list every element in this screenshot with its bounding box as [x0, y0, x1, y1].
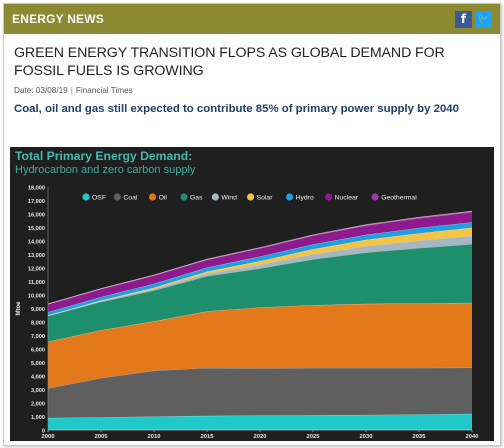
legend-swatch-nuclear — [325, 193, 333, 201]
legend-label-hydro: Hydro — [296, 194, 314, 201]
legend-swatch-gas — [180, 193, 188, 201]
y-tick-label: 3,000 — [31, 388, 45, 394]
article-meta: Date: 03/08/19 | Financial Times — [14, 86, 490, 95]
article-subheadline: Coal, oil and gas still expected to cont… — [14, 103, 459, 115]
y-tick-label: 7,000 — [31, 334, 45, 340]
y-tick-label: 15,000 — [28, 226, 45, 232]
section-header: ENERGY NEWS f 🐦 — [4, 4, 500, 34]
y-tick-label: 9,000 — [31, 307, 45, 313]
legend-label-geothermal: Geothermal — [381, 194, 417, 201]
series-line-geothermal — [47, 210, 473, 305]
legend-label-nuclear: Nuclear — [335, 194, 359, 201]
x-tick-label: 2030 — [360, 434, 373, 440]
x-tick-label: 2005 — [95, 434, 109, 440]
legend-label-osf: OSF — [92, 194, 106, 201]
area-wind — [48, 235, 472, 316]
share-buttons: f 🐦 — [455, 10, 492, 28]
x-tick-label: 2025 — [307, 434, 321, 440]
y-tick-label: 5,000 — [31, 361, 45, 367]
y-tick-label: 2,000 — [31, 402, 45, 408]
legend-label-solar: Solar — [257, 194, 274, 201]
x-tick-label: 2000 — [42, 434, 55, 440]
twitter-icon[interactable]: 🐦 — [475, 10, 492, 28]
x-tick-label: 2040 — [466, 434, 479, 440]
article-source[interactable]: Financial Times — [75, 86, 133, 95]
section-title: ENERGY NEWS — [12, 12, 104, 26]
area-oil — [48, 302, 472, 389]
article-date: Date: 03/08/19 — [14, 86, 68, 95]
area-gas — [48, 244, 472, 342]
y-tick-label: 8,000 — [31, 321, 45, 327]
meta-separator: | — [70, 86, 73, 95]
legend-swatch-coal — [113, 193, 121, 201]
area-nuclear — [48, 212, 472, 313]
y-tick-label: 10,000 — [28, 294, 45, 300]
legend-swatch-hydro — [286, 193, 294, 201]
area-osf — [48, 413, 472, 430]
legend-label-wind: Wind — [221, 194, 237, 201]
legend-swatch-geothermal — [371, 193, 379, 201]
y-tick-label: 1,000 — [31, 415, 45, 421]
legend-swatch-osf — [82, 193, 90, 201]
y-tick-label: 11,000 — [28, 280, 45, 286]
y-tick-label: 14,000 — [28, 240, 45, 246]
chart-title: Total Primary Energy Demand: — [15, 149, 193, 163]
legend-label-oil: Oil — [159, 194, 168, 201]
x-tick-label: 2015 — [201, 434, 215, 440]
legend-swatch-oil — [149, 193, 157, 201]
legend-label-coal: Coal — [123, 194, 137, 201]
area-solar — [48, 227, 472, 316]
y-tick-label: 12,000 — [28, 267, 45, 273]
chart-svg: 0 1,000 2,000 3,000 4,000 5,000 6,000 7,000 8,00… — [16, 186, 479, 441]
area-coal — [48, 367, 472, 418]
facebook-icon[interactable]: f — [455, 10, 472, 28]
y-tick-label: 18,000 — [28, 186, 45, 192]
article-card: ENERGY NEWS f 🐦 GREEN ENERGY TRANSITION … — [3, 3, 501, 446]
y-tick-label: 17,000 — [28, 199, 45, 205]
y-tick-label: 13,000 — [28, 253, 45, 259]
article-headline: GREEN ENERGY TRANSITION FLOPS AS GLOBAL … — [14, 45, 445, 79]
area-hydro — [48, 222, 472, 316]
chart-subtitle: Hydrocarbon and zero carbon supply — [15, 164, 196, 176]
y-tick-label: 4,000 — [31, 375, 45, 381]
x-tick-label: 2020 — [254, 434, 267, 440]
legend-swatch-wind — [211, 193, 219, 201]
y-axis-label: Mtoe — [16, 301, 22, 316]
x-tick-label: 2010 — [148, 434, 161, 440]
y-tick-label: 0 — [42, 429, 45, 435]
legend-label-gas: Gas — [190, 194, 203, 201]
energy-demand-chart: Total Primary Energy Demand: Hydrocarbon… — [10, 147, 494, 441]
x-tick-label: 2035 — [413, 434, 427, 440]
y-tick-label: 6,000 — [31, 348, 45, 354]
y-tick-label: 16,000 — [28, 213, 45, 219]
legend-swatch-solar — [247, 193, 255, 201]
